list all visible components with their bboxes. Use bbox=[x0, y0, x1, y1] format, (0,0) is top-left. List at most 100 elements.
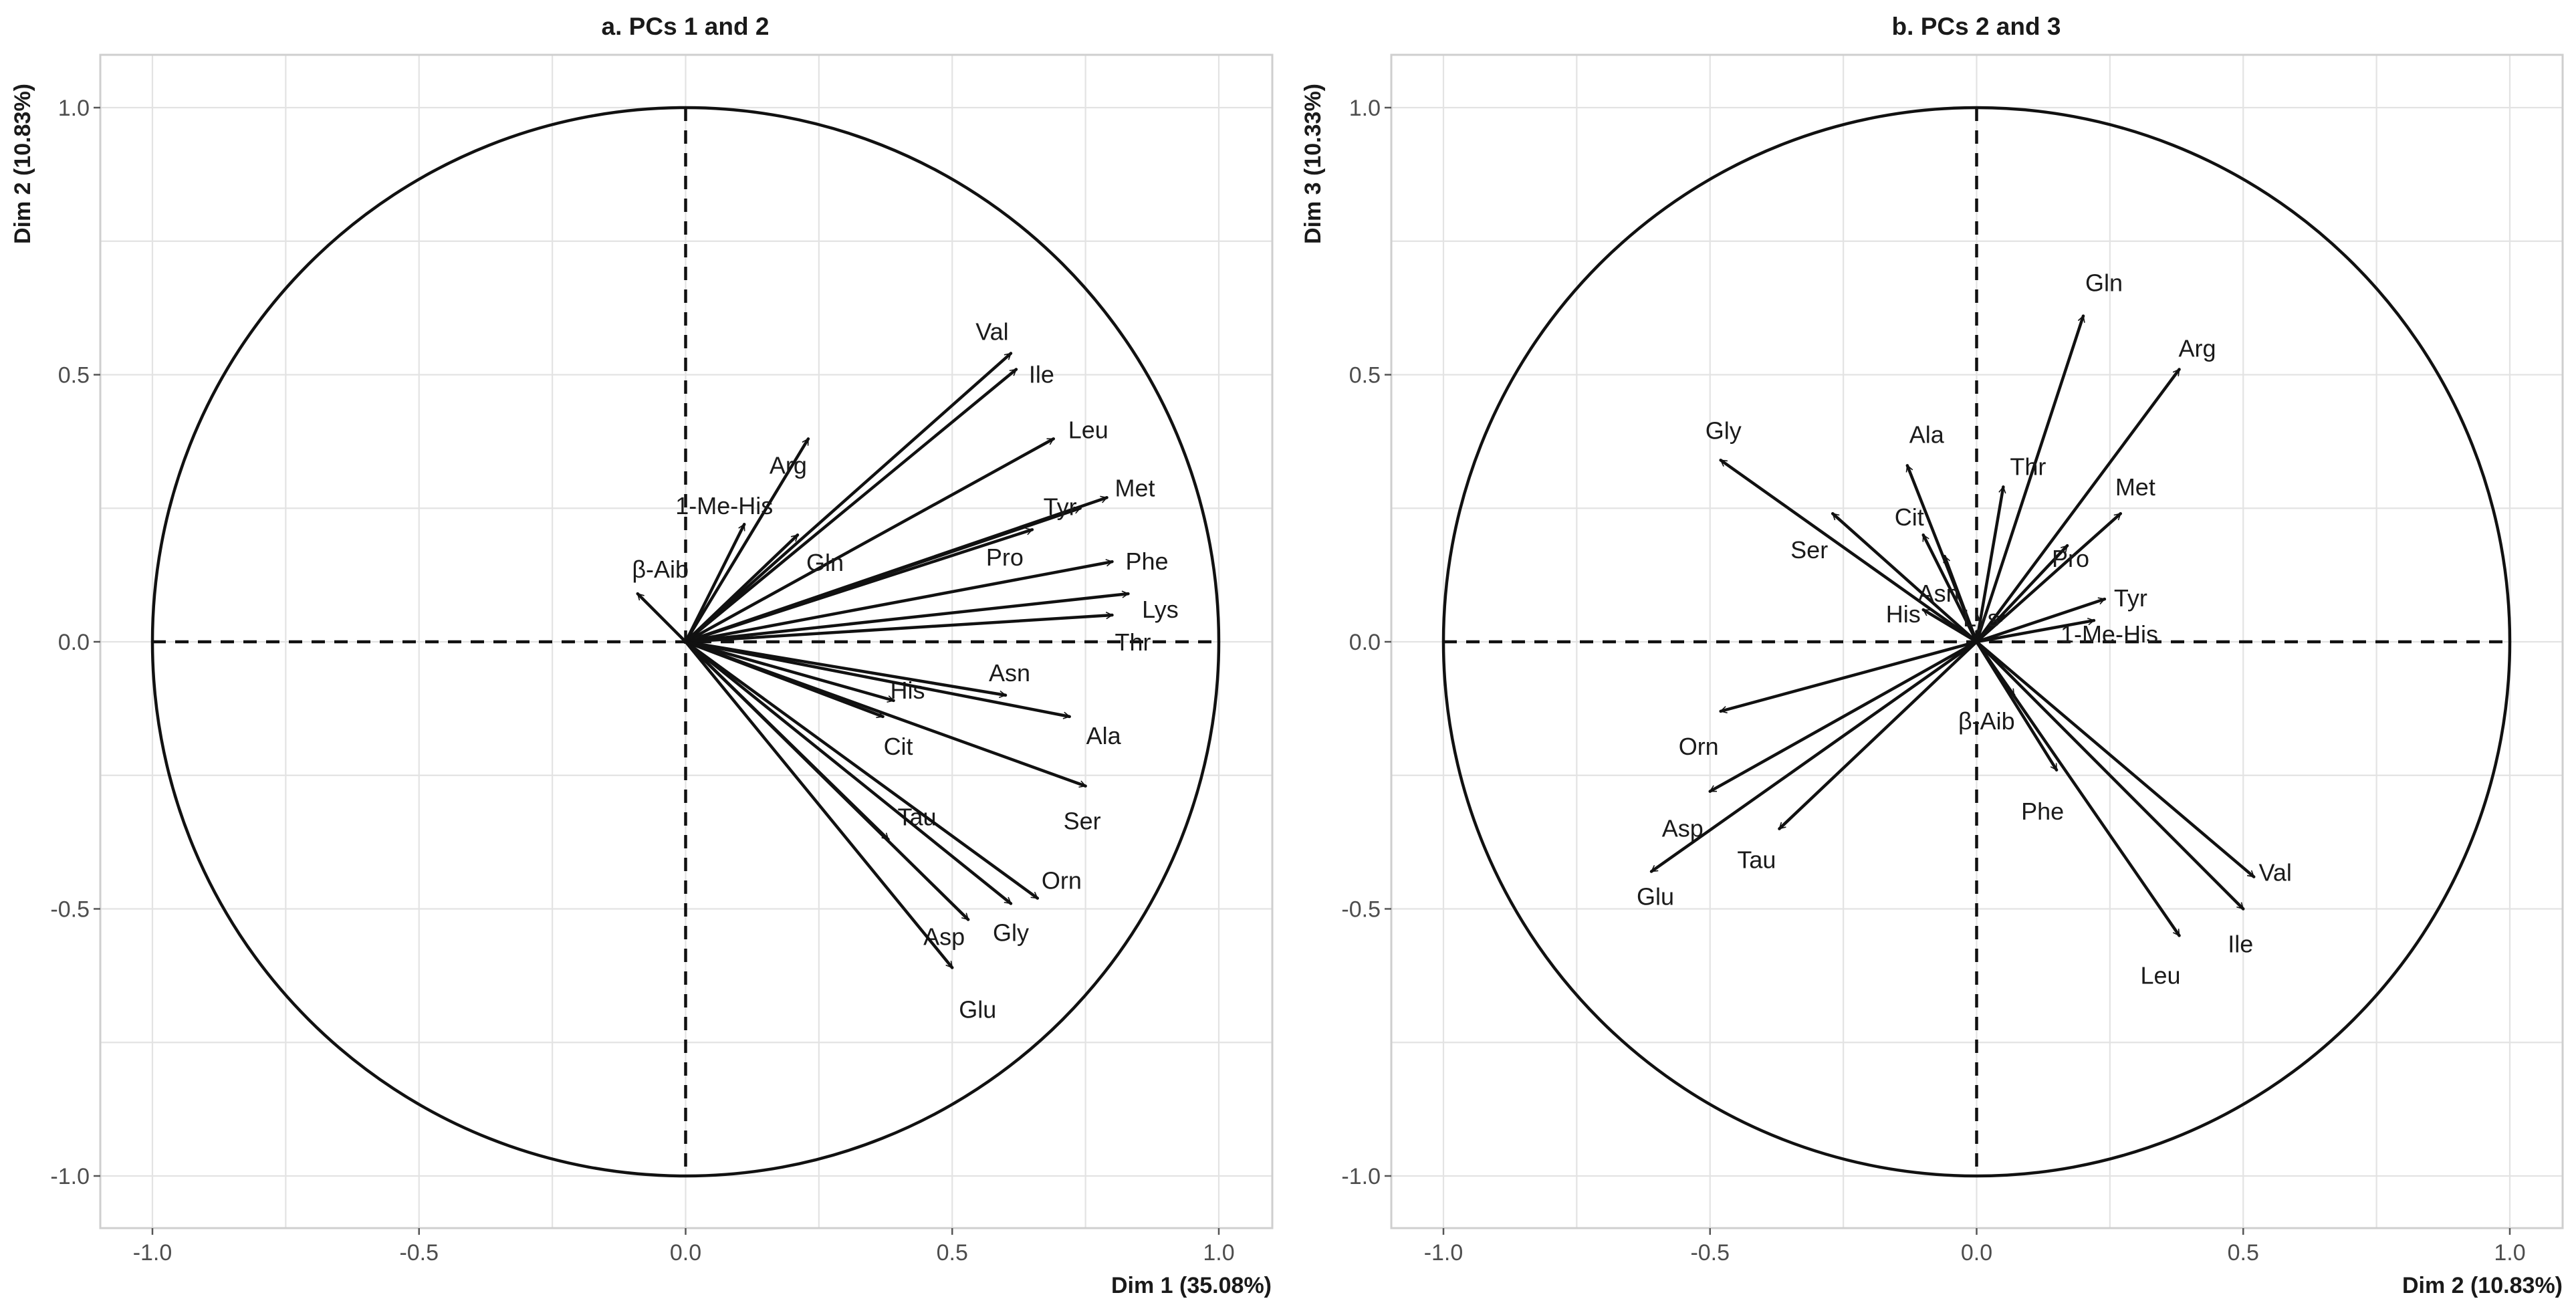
arrow-asp bbox=[684, 640, 970, 921]
panel-b-ylabel: Dim 3 (10.33%) bbox=[1300, 84, 1326, 244]
label-ala: Ala bbox=[1909, 421, 1945, 448]
correlation-circle bbox=[1441, 106, 2512, 1178]
arrow-1-me-his bbox=[1975, 617, 2096, 644]
arrow-tyr bbox=[1975, 597, 2107, 644]
arrow-glu bbox=[1649, 640, 1978, 873]
arrow-ile bbox=[684, 368, 1018, 644]
x-tick-label: -1.0 bbox=[133, 1240, 172, 1266]
arrow-lys bbox=[684, 590, 1130, 644]
label-gly: Gly bbox=[993, 919, 1029, 947]
arrow-val bbox=[1975, 640, 2256, 878]
arrow-phe bbox=[684, 559, 1114, 644]
label-leu: Leu bbox=[2141, 961, 2181, 989]
x-tick-label: 0.0 bbox=[1961, 1240, 1992, 1266]
label-phe: Phe bbox=[1125, 548, 1168, 575]
label-his: His bbox=[1886, 600, 1921, 628]
arrow-thr bbox=[684, 611, 1114, 644]
x-tick-label: -1.0 bbox=[1424, 1240, 1463, 1266]
arrow-leu bbox=[1975, 640, 2181, 937]
label-met: Met bbox=[1115, 474, 1155, 501]
arrow-gly bbox=[684, 640, 1013, 905]
y-tick-label: -1.0 bbox=[1341, 1164, 1381, 1189]
arrow-gln bbox=[684, 533, 800, 644]
arrow-pro bbox=[684, 527, 1034, 644]
arrow-his bbox=[1921, 608, 1978, 644]
label-cit: Cit bbox=[1895, 503, 1924, 531]
label-aib: β-Aib bbox=[632, 556, 689, 583]
arrow-ala bbox=[684, 640, 1071, 719]
panel-a: a. PCs 1 and 2 Dim 1 (35.08%) Dim 2 (10.… bbox=[10, 13, 1274, 1298]
panel-b: b. PCs 2 and 3 Dim 2 (10.83%) Dim 3 (10.… bbox=[1300, 13, 2564, 1298]
arrow-gln bbox=[1975, 314, 2085, 644]
arrow-lys bbox=[1975, 613, 2005, 644]
y-tick-label: -1.0 bbox=[50, 1164, 90, 1189]
label-cit: Cit bbox=[884, 733, 913, 760]
label-asn: Asn bbox=[989, 659, 1030, 687]
label-asn: Asn bbox=[1918, 580, 1960, 607]
label-arg: Arg bbox=[770, 451, 807, 479]
label-ile: Ile bbox=[1029, 361, 1054, 388]
label-glu: Glu bbox=[1637, 883, 1674, 911]
y-tick-label: 1.0 bbox=[1349, 96, 1381, 121]
y-tick-label: 0.5 bbox=[58, 363, 90, 388]
arrow-1-me-his bbox=[684, 522, 746, 644]
label-arg: Arg bbox=[2179, 335, 2216, 362]
label-val: Val bbox=[975, 318, 1008, 346]
label-glu: Glu bbox=[959, 995, 996, 1023]
label-phe: Phe bbox=[2021, 798, 2064, 825]
y-tick-label: 0.5 bbox=[1349, 363, 1381, 388]
arrow-arg bbox=[1975, 368, 2181, 644]
label-1-me-his: 1-Me-His bbox=[675, 492, 773, 519]
label-ser: Ser bbox=[1790, 536, 1828, 564]
arrow-cit bbox=[1921, 533, 1978, 644]
y-tick-label: 1.0 bbox=[58, 96, 90, 121]
label-gln: Gln bbox=[2085, 269, 2123, 297]
label-1-me-his: 1-Me-His bbox=[2061, 620, 2158, 648]
x-tick-label: -0.5 bbox=[399, 1240, 439, 1266]
x-tick-label: 0.5 bbox=[937, 1240, 968, 1266]
label-asp: Asp bbox=[923, 923, 965, 950]
arrow-orn bbox=[1719, 640, 1978, 714]
label-pro: Pro bbox=[2052, 545, 2089, 572]
label-orn: Orn bbox=[1042, 867, 1082, 895]
arrow-his bbox=[684, 640, 895, 703]
label-ala: Ala bbox=[1086, 722, 1122, 749]
x-tick-label: 0.5 bbox=[2228, 1240, 2259, 1266]
panel-a-xlabel: Dim 1 (35.08%) bbox=[1111, 1273, 1272, 1298]
label-lys: Lys bbox=[1963, 604, 2000, 632]
panel-b-title: b. PCs 2 and 3 bbox=[1892, 13, 2061, 40]
arrow-asp bbox=[1708, 640, 1978, 793]
panel-b-xlabel: Dim 2 (10.83%) bbox=[2402, 1273, 2563, 1298]
arrow-aib bbox=[636, 592, 687, 644]
y-tick-label: 0.0 bbox=[1349, 630, 1381, 655]
label-thr: Thr bbox=[1115, 628, 1151, 656]
arrow-ile bbox=[1975, 640, 2245, 911]
panel-a-title: a. PCs 1 and 2 bbox=[602, 13, 770, 40]
arrow-thr bbox=[1975, 485, 2006, 644]
label-pro: Pro bbox=[986, 544, 1024, 571]
y-tick-label: -0.5 bbox=[1341, 897, 1381, 923]
label-tyr: Tyr bbox=[2114, 584, 2147, 612]
arrow-glu bbox=[684, 640, 954, 969]
x-tick-label: 0.0 bbox=[670, 1240, 701, 1266]
x-tick-label: 1.0 bbox=[1203, 1240, 1234, 1266]
label-thr: Thr bbox=[2010, 453, 2046, 480]
arrow-gly bbox=[1719, 459, 1978, 644]
x-tick-label: 1.0 bbox=[2494, 1240, 2525, 1266]
label-lys: Lys bbox=[1142, 596, 1179, 623]
arrow-orn bbox=[684, 640, 1040, 900]
y-tick-label: -0.5 bbox=[50, 897, 90, 923]
panel-a-plot: -1.0 -0.5 0.0 0.5 1.0 -1.0 -0.5 0.0 0.5 1.0 Val Ile… bbox=[50, 53, 1274, 1266]
x-tick-label: -0.5 bbox=[1690, 1240, 1730, 1266]
panel-b-plot: -1.0 -0.5 0.0 0.5 1.0 -1.0 -0.5 0.0 0.5 1.0 Gln Arg… bbox=[1341, 53, 2564, 1266]
arrow-ser bbox=[684, 640, 1087, 788]
arrow-val bbox=[684, 352, 1013, 644]
label-aib: β-Aib bbox=[1958, 707, 2015, 735]
label-tyr: Tyr bbox=[1044, 493, 1077, 520]
label-asp: Asp bbox=[1662, 815, 1704, 842]
arrow-ser bbox=[1831, 511, 1978, 644]
label-ser: Ser bbox=[1064, 808, 1101, 835]
label-leu: Leu bbox=[1068, 416, 1108, 443]
label-gln: Gln bbox=[806, 549, 844, 576]
